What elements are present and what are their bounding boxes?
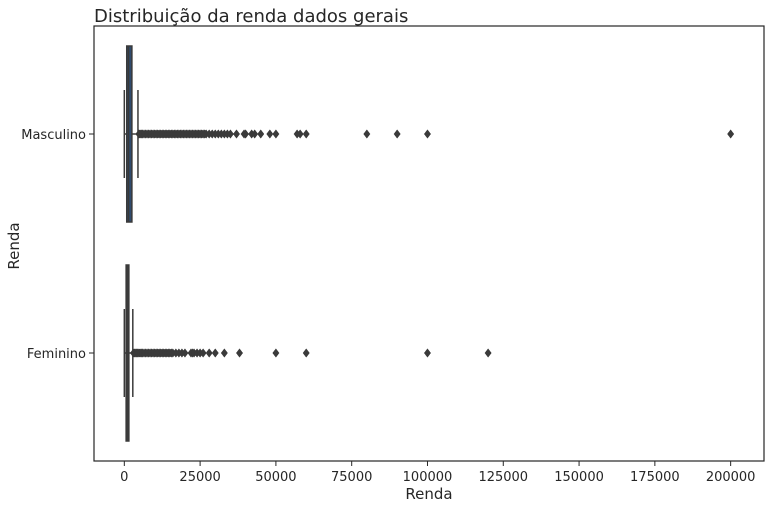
outlier-point: [272, 348, 280, 358]
outlier-point: [205, 348, 213, 358]
outlier-point: [232, 129, 241, 139]
y-axis-label: Renda: [5, 222, 23, 269]
outlier-point: [199, 348, 207, 358]
x-tick-label: 25000: [179, 470, 220, 485]
outlier-point: [393, 129, 401, 139]
chart-title: Distribuição da renda dados gerais: [94, 6, 408, 27]
outlier-point: [251, 129, 259, 139]
x-axis-label: Renda: [405, 485, 452, 503]
box-group-feminino: [123, 264, 492, 442]
x-tick-label: 125000: [478, 470, 528, 485]
box-group-masculino: [123, 45, 735, 223]
outlier-point: [296, 129, 304, 139]
plot-frame: [93, 25, 765, 462]
category-label: Feminino: [27, 347, 86, 362]
outlier-point: [211, 348, 219, 358]
category-label: Masculino: [21, 128, 86, 143]
x-tick-label: 0: [120, 470, 128, 485]
outlier-point: [236, 348, 244, 358]
x-tick-label: 175000: [630, 470, 680, 485]
outlier-point: [423, 129, 431, 139]
outlier-point: [272, 129, 280, 139]
plot-area: [123, 45, 735, 442]
x-tick-label: 200000: [706, 470, 756, 485]
outlier-point: [266, 129, 274, 139]
x-tick-label: 100000: [403, 470, 453, 485]
outlier-point: [181, 348, 189, 358]
box-iqr: [125, 45, 133, 223]
outlier-point: [226, 129, 234, 139]
outlier-point: [302, 129, 310, 139]
outlier-point: [484, 348, 492, 358]
x-tick-label: 150000: [554, 470, 604, 485]
outlier-point: [727, 129, 735, 139]
outlier-point: [242, 129, 250, 139]
x-tick-label: 75000: [331, 470, 372, 485]
outlier-point: [302, 348, 310, 358]
outlier-point: [423, 348, 431, 358]
outlier-point: [363, 129, 371, 139]
outlier-point: [257, 129, 265, 139]
x-tick-label: 50000: [255, 470, 296, 485]
outlier-point: [220, 348, 228, 358]
